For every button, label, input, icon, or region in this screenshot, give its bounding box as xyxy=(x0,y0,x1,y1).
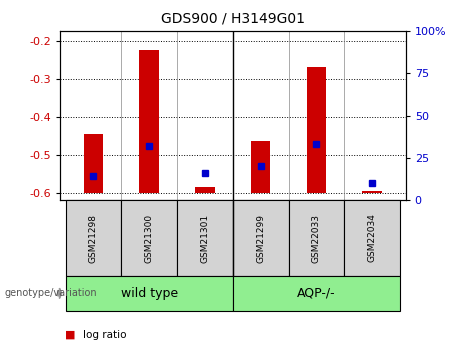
Bar xyxy=(195,187,215,193)
Bar xyxy=(121,200,177,276)
Bar xyxy=(65,200,121,276)
Text: GSM21300: GSM21300 xyxy=(145,214,154,263)
Bar xyxy=(307,67,326,193)
Title: GDS900 / H3149G01: GDS900 / H3149G01 xyxy=(161,12,305,26)
Text: ■: ■ xyxy=(65,330,75,339)
Text: GSM21301: GSM21301 xyxy=(201,214,209,263)
Bar xyxy=(362,190,382,193)
Text: GSM22034: GSM22034 xyxy=(368,214,377,263)
Bar xyxy=(139,50,159,193)
Bar xyxy=(177,200,233,276)
Bar xyxy=(344,200,400,276)
Bar xyxy=(83,134,103,193)
Text: GSM22033: GSM22033 xyxy=(312,214,321,263)
Bar xyxy=(233,276,400,310)
Bar xyxy=(251,141,271,193)
Text: wild type: wild type xyxy=(121,287,178,300)
Text: genotype/variation: genotype/variation xyxy=(5,288,97,298)
Text: GSM21298: GSM21298 xyxy=(89,214,98,263)
Text: GSM21299: GSM21299 xyxy=(256,214,265,263)
Text: log ratio: log ratio xyxy=(83,330,126,339)
Text: AQP-/-: AQP-/- xyxy=(297,287,336,300)
Bar xyxy=(233,200,289,276)
Bar xyxy=(289,200,344,276)
Bar xyxy=(65,276,233,310)
